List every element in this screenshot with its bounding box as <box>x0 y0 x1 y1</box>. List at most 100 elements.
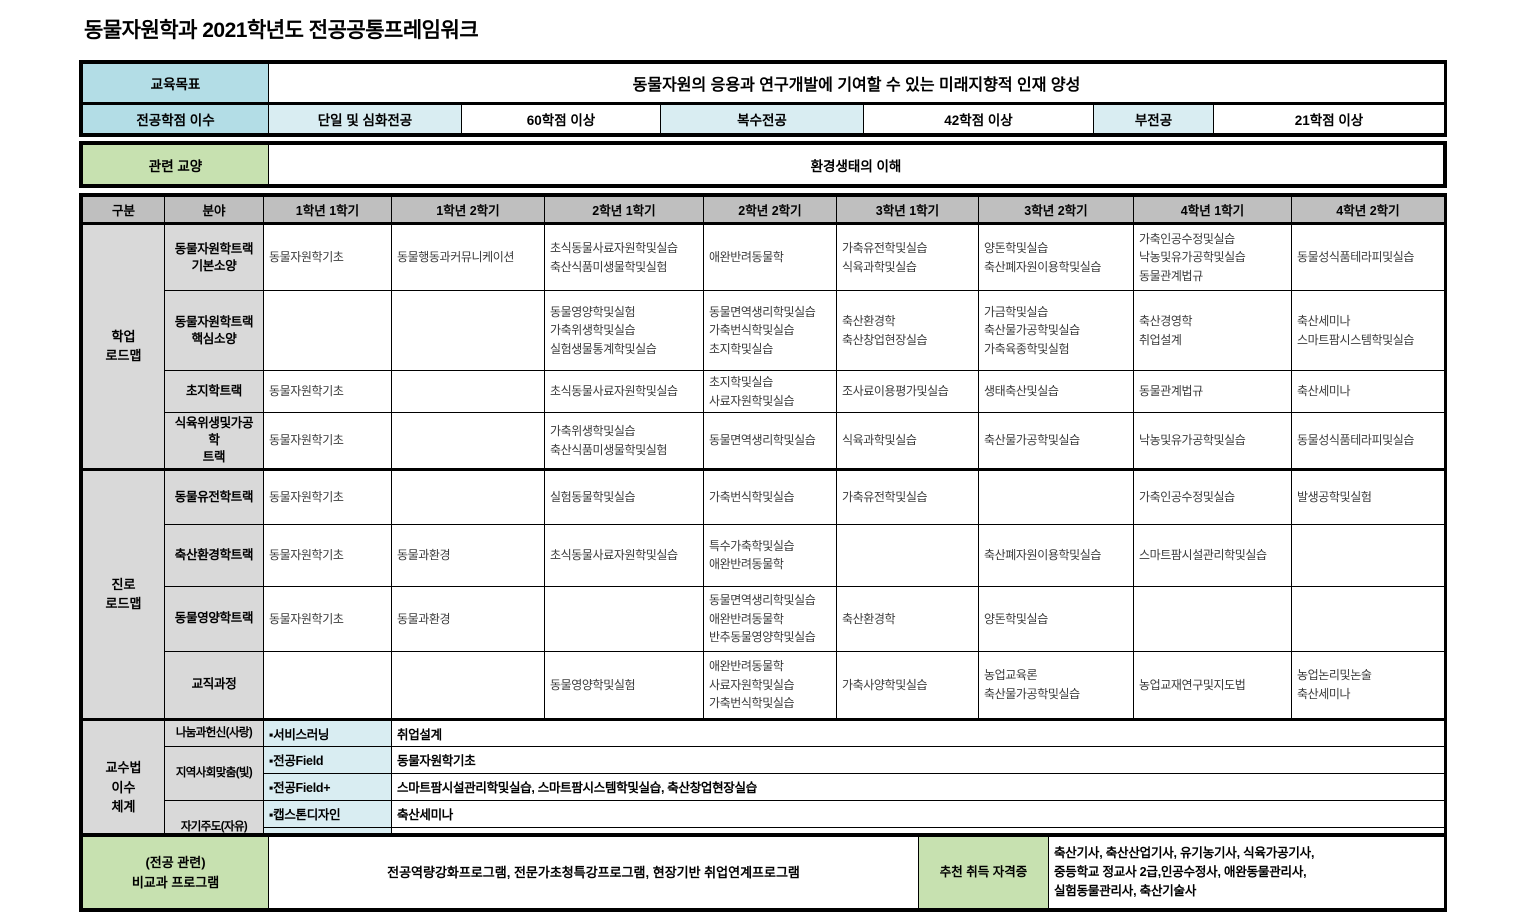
license-value: 축산기사, 축산산업기사, 유기농기사, 식육가공기사, 중등학교 정교사 2급… <box>1048 836 1445 909</box>
course-cell: 발생공학및실험 <box>1291 467 1445 525</box>
course-cell: 동물과환경 <box>391 523 545 587</box>
extracurricular-label: (전공 관련) 비교과 프로그램 <box>82 836 269 909</box>
teaching-category: 지역사회맞춤(빛) <box>164 745 264 801</box>
course-cell: 실험동물학및실습 <box>544 467 704 525</box>
section-label-academic: 학업 로드맵 <box>82 222 165 470</box>
section-label-teaching: 교수법 이수 체계 <box>82 717 165 855</box>
liberal-arts-table: 관련 교양 환경생태의 이해 <box>79 141 1447 188</box>
education-goal-table: 교육목표 동물자원의 응용과 연구개발에 기여할 수 있는 미래지향적 인재 양… <box>79 60 1447 137</box>
course-cell: 스마트팜시설관리학및실습 <box>1133 523 1292 587</box>
teaching-courses: 동물자원학기초 <box>391 745 1445 774</box>
column-header: 3학년 1학기 <box>836 196 979 224</box>
course-cell <box>391 467 545 525</box>
course-cell: 동물자원학기초 <box>263 585 392 652</box>
course-cell <box>978 467 1134 525</box>
course-cell <box>1291 585 1445 652</box>
page-title: 동물자원학과 2021학년도 전공공통프레임워크 <box>84 19 479 42</box>
teaching-method: ▪전공Field <box>263 745 392 774</box>
liberal-arts-value: 환경생태의 이해 <box>268 144 1444 185</box>
course-cell: 동물자원학기초 <box>263 467 392 525</box>
course-cell: 동물자원학기초 <box>263 523 392 587</box>
course-cell: 동물성식품테라피및실습 <box>1291 412 1445 470</box>
course-cell <box>1291 523 1445 587</box>
course-cell: 초식동물사료자원학및실습 <box>544 369 704 414</box>
course-cell: 가축위생학및실습 축산식품미생물학및실험 <box>544 412 704 470</box>
teaching-method: ▪캡스톤디자인 <box>263 799 392 828</box>
course-cell <box>391 412 545 470</box>
course-cell: 식육과학및실습 <box>836 412 979 470</box>
track-label: 축산환경학트랙 <box>164 523 264 587</box>
course-cell: 가축사양학및실습 <box>836 650 979 720</box>
course-cell: 초식동물사료자원학및실습 축산식품미생물학및실험 <box>544 222 704 291</box>
teaching-courses: 축산세미나 <box>391 799 1445 828</box>
credits-label: 전공학점 이수 <box>82 102 269 134</box>
track-label: 동물영양학트랙 <box>164 585 264 652</box>
credit-type: 단일 및 심화전공 <box>268 102 462 134</box>
credit-type: 부전공 <box>1093 102 1214 134</box>
column-header: 4학년 2학기 <box>1291 196 1445 224</box>
teaching-category: 나눔과헌신(사랑) <box>164 717 264 747</box>
track-label: 동물자원학트랙 핵심소양 <box>164 290 264 371</box>
course-cell <box>391 290 545 371</box>
course-cell <box>263 290 392 371</box>
course-cell: 동물자원학기초 <box>263 412 392 470</box>
footer-table: (전공 관련) 비교과 프로그램 전공역량강화프로그램, 전문가초청특강프로그램… <box>79 833 1447 912</box>
course-cell: 축산물가공학및실습 <box>978 412 1134 470</box>
track-label: 동물유전학트랙 <box>164 467 264 525</box>
course-cell: 동물관계법규 <box>1133 369 1292 414</box>
track-label: 동물자원학트랙 기본소양 <box>164 222 264 291</box>
column-header: 분야 <box>164 196 264 224</box>
teaching-courses: 취업설계 <box>391 717 1445 747</box>
course-cell: 농업논리및논술 축산세미나 <box>1291 650 1445 720</box>
course-cell: 가축번식학및실습 <box>703 467 837 525</box>
curriculum-roadmap-table: 구분 분야 1학년 1학기 1학년 2학기 2학년 1학기 2학년 2학기 3학… <box>79 193 1447 858</box>
education-goal-value: 동물자원의 응용과 연구개발에 기여할 수 있는 미래지향적 인재 양성 <box>267 63 1446 104</box>
course-cell: 가금학및실습 축산물가공학및실습 가축육종학및실험 <box>978 290 1134 371</box>
credit-value: 60학점 이상 <box>461 102 661 134</box>
course-cell: 애완반려동물학 <box>703 222 837 291</box>
course-cell: 동물자원학기초 <box>263 369 392 414</box>
course-cell: 동물행동과커뮤니케이션 <box>391 222 545 291</box>
course-cell: 축산세미나 스마트팜시스템학및실습 <box>1291 290 1445 371</box>
course-cell: 특수가축학및실습 애완반려동물학 <box>703 523 837 587</box>
course-cell: 축산경영학 취업설계 <box>1133 290 1292 371</box>
extracurricular-value: 전공역량강화프로그램, 전문가초청특강프로그램, 현장기반 취업연계프로그램 <box>268 836 919 909</box>
teaching-method: ▪서비스러닝 <box>263 717 392 747</box>
column-header: 4학년 1학기 <box>1133 196 1292 224</box>
course-cell: 축산폐자원이용학및실습 <box>978 523 1134 587</box>
column-header: 2학년 1학기 <box>544 196 704 224</box>
course-cell: 동물영양학및실험 <box>544 650 704 720</box>
credit-type: 복수전공 <box>660 102 864 134</box>
course-cell: 양돈학및실습 <box>978 585 1134 652</box>
course-cell: 조사료이용평가및실습 <box>836 369 979 414</box>
course-cell: 가축인공수정및실습 <box>1133 467 1292 525</box>
column-header: 구분 <box>82 196 165 224</box>
course-cell: 동물면역생리학및실습 <box>703 412 837 470</box>
course-cell: 초지학및실습 사료자원학및실습 <box>703 369 837 414</box>
column-header: 1학년 2학기 <box>391 196 545 224</box>
course-cell: 생태축산및실습 <box>978 369 1134 414</box>
course-cell: 애완반려동물학 사료자원학및실습 가축번식학및실습 <box>703 650 837 720</box>
course-cell: 동물성식품테라피및실습 <box>1291 222 1445 291</box>
education-goal-label: 교육목표 <box>82 63 269 104</box>
track-label: 교직과정 <box>164 650 264 720</box>
course-cell <box>263 650 392 720</box>
teaching-courses: 스마트팜시설관리학및실습, 스마트팜시스템학및실습, 축산창업현장실습 <box>391 772 1445 801</box>
course-cell: 동물면역생리학및실습 가축번식학및실습 초지학및실습 <box>703 290 837 371</box>
course-cell <box>1133 585 1292 652</box>
course-cell <box>391 650 545 720</box>
teaching-method: ▪전공Field+ <box>263 772 392 801</box>
column-header: 2학년 2학기 <box>703 196 837 224</box>
track-label: 식육위생및가공학 트랙 <box>164 412 264 470</box>
course-cell <box>836 523 979 587</box>
course-cell: 가축인공수정및실습 낙농및유가공학및실습 동물관계법규 <box>1133 222 1292 291</box>
course-cell: 동물영양학및실험 가축위생학및실습 실험생물통계학및실습 <box>544 290 704 371</box>
course-cell: 동물자원학기초 <box>263 222 392 291</box>
course-cell: 축산환경학 <box>836 585 979 652</box>
course-cell: 축산환경학 축산창업현장실습 <box>836 290 979 371</box>
course-cell: 양돈학및실습 축산폐자원이용학및실습 <box>978 222 1134 291</box>
credit-value: 21학점 이상 <box>1212 102 1446 134</box>
course-cell: 가축유전학및실습 <box>836 467 979 525</box>
course-cell: 초식동물사료자원학및실습 <box>544 523 704 587</box>
course-cell: 가축유전학및실습 식육과학및실습 <box>836 222 979 291</box>
